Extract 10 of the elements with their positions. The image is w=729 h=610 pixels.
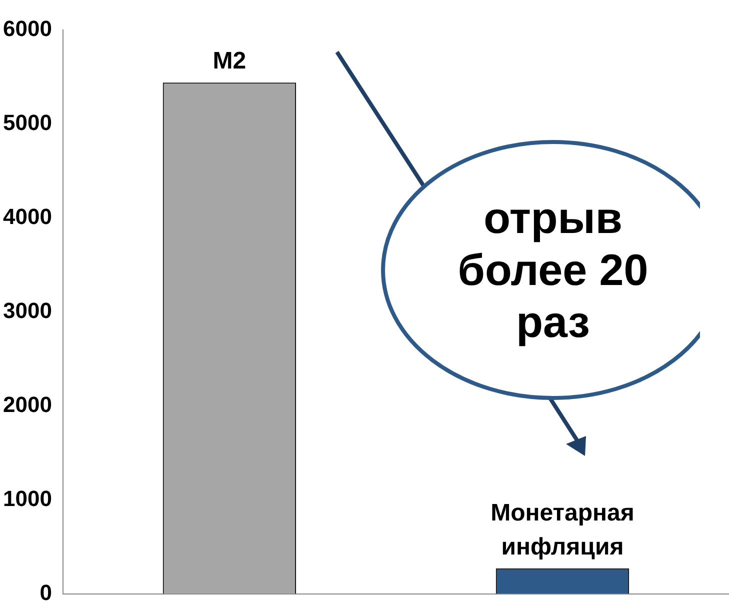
- x-tick-label: Монетарная инфляция: [490, 499, 634, 560]
- y-tick-label: 1000: [2, 486, 52, 511]
- y-tick-label: 2000: [2, 392, 52, 417]
- annotation: отрыв более 20 раз: [456, 193, 650, 349]
- y-tick-label: 0: [40, 580, 52, 605]
- x-tick-label: M2: [212, 48, 246, 75]
- y-tick-label: 3000: [2, 298, 52, 323]
- y-tick-label: 4000: [2, 204, 52, 229]
- y-tick-label: 6000: [2, 16, 52, 42]
- y-tick-label: 5000: [2, 110, 52, 136]
